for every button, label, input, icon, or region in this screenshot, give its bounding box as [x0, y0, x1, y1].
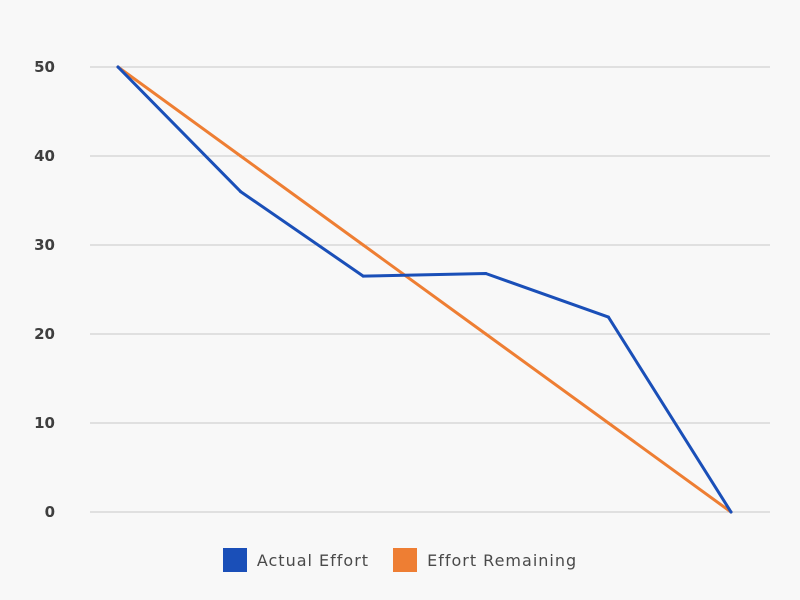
- data-point-effort-remaining-5: [606, 421, 610, 425]
- legend-swatch-actual-effort: [222, 548, 247, 572]
- series-line-actual-effort: [116, 65, 733, 514]
- legend-swatch-effort-remaining: [393, 548, 418, 572]
- data-point-actual-effort-1: [116, 65, 120, 69]
- y-tick-label-30: 30: [34, 236, 55, 254]
- y-tick-label-50: 50: [34, 58, 55, 76]
- legend-label-effort-remaining: Effort Remaining: [427, 550, 578, 570]
- y-tick-label-10: 10: [34, 414, 55, 432]
- y-tick-label-20: 20: [34, 325, 55, 343]
- grid: [90, 66, 770, 513]
- data-point-effort-remaining-3: [361, 243, 365, 247]
- legend: Actual Effort Effort Remaining: [0, 548, 800, 572]
- data-point-actual-effort-4: [484, 271, 488, 275]
- legend-item-actual-effort[interactable]: Actual Effort: [222, 548, 370, 572]
- y-tick-label-0: 0: [45, 503, 55, 521]
- legend-label-actual-effort: Actual Effort: [256, 550, 370, 570]
- data-point-actual-effort-3: [361, 274, 365, 278]
- y-tick-label-40: 40: [34, 147, 55, 165]
- legend-item-effort-remaining[interactable]: Effort Remaining: [393, 548, 577, 572]
- series: [116, 65, 733, 514]
- data-point-effort-remaining-4: [484, 332, 488, 336]
- y-axis-ticks: 0 10 20 30 40 50: [34, 58, 55, 521]
- data-point-actual-effort-5: [606, 315, 610, 319]
- data-point-actual-effort-6: [729, 510, 733, 514]
- data-point-actual-effort-2: [239, 190, 243, 194]
- data-point-effort-remaining-2: [239, 154, 243, 158]
- series-line-effort-remaining: [116, 65, 733, 514]
